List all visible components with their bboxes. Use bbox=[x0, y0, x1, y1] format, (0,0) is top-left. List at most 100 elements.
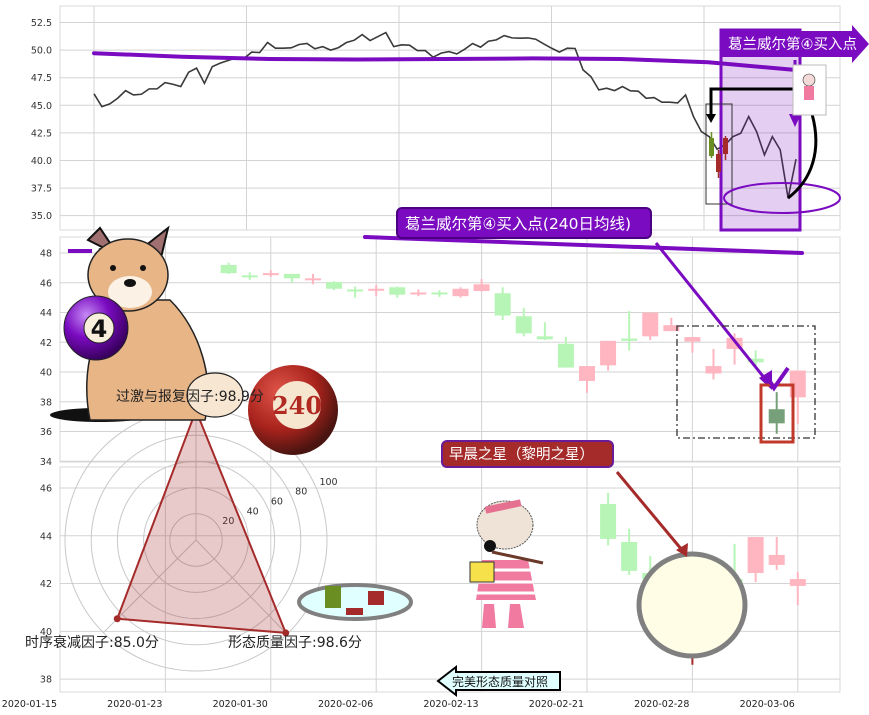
candle-body bbox=[621, 542, 638, 571]
candle-body bbox=[557, 343, 574, 368]
pattern-dashdot-box bbox=[676, 325, 816, 439]
pattern-box bbox=[705, 103, 733, 205]
top-banner-label: 葛兰威尔第④买入点 bbox=[728, 35, 857, 53]
candle-body bbox=[621, 338, 638, 341]
candle bbox=[473, 279, 490, 292]
candle-body bbox=[262, 273, 279, 276]
candle-body bbox=[579, 366, 595, 381]
y-tick-label: 37.5 bbox=[31, 184, 52, 195]
pointer-arrow bbox=[709, 87, 795, 116]
ball-4-label: 4 bbox=[91, 315, 108, 343]
candle-body bbox=[326, 282, 343, 289]
candle-body bbox=[515, 316, 532, 334]
middle-overlays: 葛兰威尔第④买入点(240日均线) bbox=[396, 207, 816, 444]
candle bbox=[241, 272, 258, 280]
y-tick-label: 44 bbox=[40, 531, 52, 542]
candle-body bbox=[768, 554, 785, 565]
y-tick-label: 48 bbox=[40, 249, 52, 260]
buy-point-highlight-region bbox=[719, 28, 802, 232]
sticker-figure-body bbox=[804, 86, 814, 100]
left-arrow-icon[interactable] bbox=[436, 664, 561, 698]
candle bbox=[389, 286, 406, 298]
x-tick-label: 2020-01-30 bbox=[213, 699, 268, 710]
bottom-banner-shape bbox=[441, 440, 614, 468]
cartoon-girl-illustration bbox=[469, 499, 544, 628]
candle bbox=[642, 312, 659, 341]
candle bbox=[410, 289, 427, 297]
radar-point bbox=[113, 615, 121, 623]
candle bbox=[452, 287, 469, 298]
candle bbox=[304, 273, 321, 285]
arrow-head-icon bbox=[676, 543, 688, 557]
y-tick-label: 45.0 bbox=[31, 101, 52, 112]
candle-body bbox=[389, 287, 406, 295]
candle-body bbox=[473, 284, 490, 291]
candle-body bbox=[600, 340, 617, 366]
bottom-ellipse bbox=[723, 182, 841, 214]
candle bbox=[262, 270, 279, 277]
x-tick-label: 2020-03-06 bbox=[740, 699, 795, 710]
x-tick-label: 2020-02-13 bbox=[423, 699, 478, 710]
middle-banner-label: 葛兰威尔第④买入点(240日均线) bbox=[405, 215, 631, 233]
candle-body bbox=[747, 358, 764, 363]
down-arrow-head-icon bbox=[789, 114, 801, 127]
candle bbox=[326, 281, 343, 291]
y-tick-label: 42.5 bbox=[31, 128, 52, 139]
compare-button-label[interactable]: 完美形态质量对照 bbox=[452, 674, 548, 689]
radar-ring-label: 80 bbox=[295, 487, 307, 498]
radar-spoke bbox=[195, 539, 288, 635]
candle-body bbox=[642, 312, 659, 337]
y-tick-label: 38 bbox=[40, 675, 52, 686]
candle bbox=[347, 286, 364, 298]
panel-1: 35.0 37.5 40.0 42.5 45.0 47.5 50.0 52.5 bbox=[31, 5, 841, 231]
arrow-head-icon bbox=[706, 114, 716, 123]
mini-candle bbox=[368, 591, 384, 605]
candle-body bbox=[283, 273, 300, 279]
radar-ring-label: 100 bbox=[319, 477, 337, 488]
x-tick-label: 2020-02-28 bbox=[634, 699, 689, 710]
y-tick-label: 47.5 bbox=[31, 73, 52, 84]
y-tick-label: 35.0 bbox=[31, 211, 52, 222]
candle bbox=[684, 337, 701, 353]
radar-ring-label: 20 bbox=[222, 516, 234, 527]
x-tick-label: 2020-02-21 bbox=[529, 699, 584, 710]
compare-button[interactable]: 完美形态质量对照 bbox=[436, 664, 561, 698]
radar-point bbox=[282, 629, 290, 637]
candle bbox=[747, 536, 764, 583]
candle-body bbox=[410, 292, 427, 295]
pointer-arrow bbox=[654, 242, 768, 381]
y-tick-label: 40 bbox=[40, 368, 52, 379]
candle-body bbox=[684, 337, 701, 342]
candle bbox=[494, 287, 511, 320]
pointer-arrow bbox=[615, 471, 684, 551]
y-tick-label: 50.0 bbox=[31, 46, 52, 57]
candle-body bbox=[747, 536, 764, 574]
candle bbox=[536, 322, 553, 341]
x-tick-label: 2020-01-15 bbox=[2, 699, 57, 710]
y-tick-label: 46 bbox=[40, 484, 52, 495]
candle bbox=[621, 311, 638, 351]
ma-240-line bbox=[363, 235, 805, 256]
checkmark-icon bbox=[766, 366, 790, 392]
curved-arrow bbox=[787, 113, 818, 200]
ball-240-label: 240 bbox=[272, 391, 322, 420]
candle-body bbox=[705, 366, 722, 374]
radar-ring-label: 40 bbox=[247, 506, 259, 517]
radar-area bbox=[115, 407, 288, 635]
y-tick-label: 46 bbox=[40, 278, 52, 289]
candle-body bbox=[789, 579, 806, 586]
candle bbox=[515, 308, 532, 337]
middle-banner-shape bbox=[396, 207, 652, 239]
candle bbox=[789, 571, 806, 606]
candle-body bbox=[304, 278, 321, 281]
candle bbox=[768, 536, 785, 570]
candle-body bbox=[347, 289, 364, 292]
y-tick-label: 38 bbox=[40, 397, 52, 408]
candle bbox=[283, 273, 300, 283]
candle-body bbox=[241, 275, 258, 278]
candle-body bbox=[220, 264, 237, 274]
candle-body bbox=[536, 336, 553, 340]
sticker-figure-icon bbox=[802, 73, 816, 87]
candle-body bbox=[494, 293, 511, 316]
